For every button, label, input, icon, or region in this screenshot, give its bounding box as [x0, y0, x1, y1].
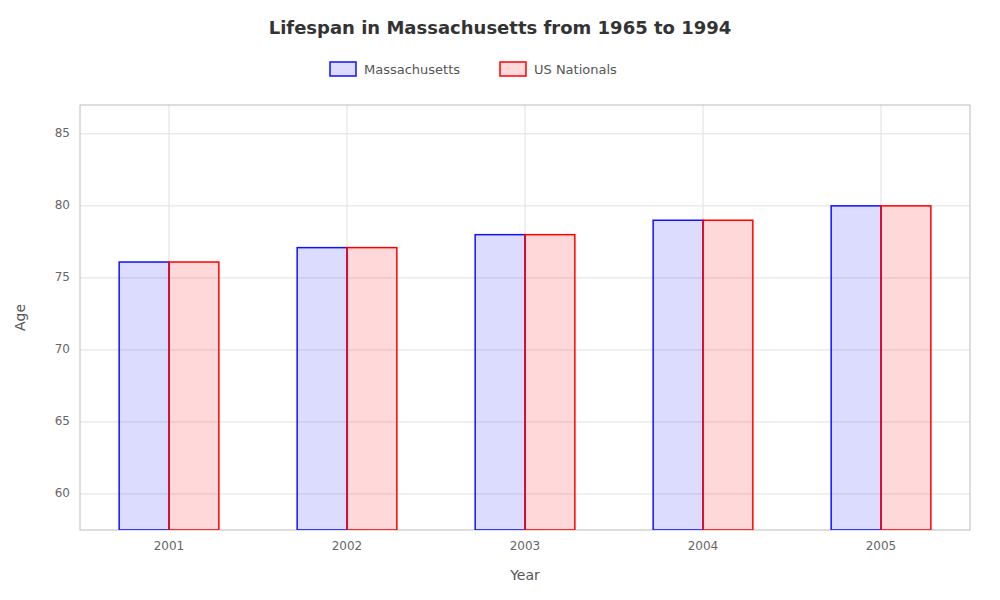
- bar: [347, 248, 397, 530]
- y-tick-label: 75: [55, 270, 70, 284]
- bar: [653, 220, 703, 530]
- chart-container: 60 65 70 75 80 85 2001 2002 2003 2004 2005 Year Age L…: [0, 0, 1000, 600]
- y-tick-label: 60: [55, 486, 70, 500]
- bar: [703, 220, 753, 530]
- x-axis-label: Year: [509, 567, 540, 583]
- grid: [80, 105, 970, 530]
- x-tick-label: 2005: [866, 539, 897, 553]
- bar: [831, 206, 881, 530]
- y-tick-label: 80: [55, 198, 70, 212]
- x-tick-label: 2001: [154, 539, 185, 553]
- x-tick-label: 2004: [688, 539, 719, 553]
- x-tick-label: 2003: [510, 539, 541, 553]
- legend-swatch: [330, 62, 356, 76]
- y-tick-label: 85: [55, 126, 70, 140]
- legend: Massachusetts US Nationals: [330, 62, 617, 77]
- bar: [169, 262, 219, 530]
- bars: [119, 206, 931, 530]
- plot-frame: [80, 105, 970, 530]
- y-tick-label: 65: [55, 414, 70, 428]
- y-axis-label: Age: [12, 304, 28, 331]
- y-tick-label: 70: [55, 342, 70, 356]
- bar: [475, 235, 525, 530]
- bar: [297, 248, 347, 530]
- chart-svg: 60 65 70 75 80 85 2001 2002 2003 2004 2005 Year Age L…: [0, 0, 1000, 600]
- legend-label: US Nationals: [534, 62, 617, 77]
- x-tick-label: 2002: [332, 539, 363, 553]
- bar: [119, 262, 169, 530]
- title: Lifespan in Massachusetts from 1965 to 1…: [269, 17, 732, 38]
- bar: [881, 206, 931, 530]
- legend-swatch: [500, 62, 526, 76]
- bar: [525, 235, 575, 530]
- legend-label: Massachusetts: [364, 62, 460, 77]
